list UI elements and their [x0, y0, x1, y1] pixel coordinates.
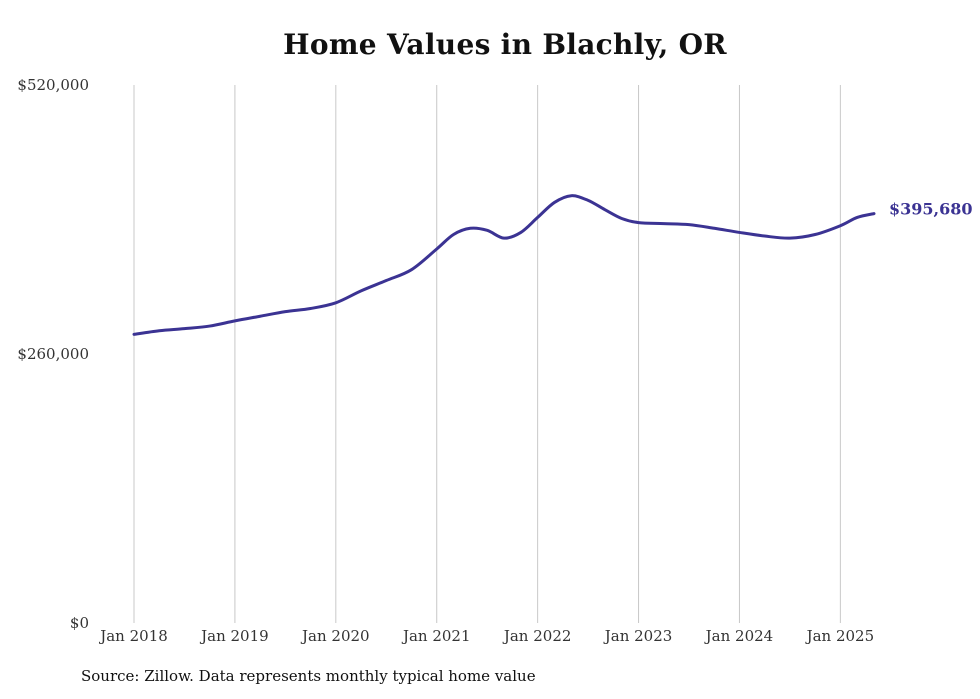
x-tick-label: Jan 2021	[401, 627, 471, 645]
source-note: Source: Zillow. Data represents monthly …	[81, 667, 536, 685]
x-tick-label: Jan 2025	[805, 627, 875, 645]
x-tick-label: Jan 2020	[300, 627, 370, 645]
y-tick-label: $260,000	[17, 345, 89, 363]
chart-title: Home Values in Blachly, OR	[283, 28, 727, 61]
y-tick-label: $0	[70, 614, 89, 632]
series-line	[132, 194, 876, 336]
y-tick-label: $520,000	[17, 76, 89, 94]
x-tick-label: Jan 2019	[199, 627, 269, 645]
gridlines	[133, 85, 841, 623]
x-tick-label: Jan 2024	[704, 627, 774, 645]
end-value-label: $395,680	[889, 200, 973, 219]
x-tick-label: Jan 2022	[502, 627, 572, 645]
x-tick-label: Jan 2023	[603, 627, 673, 645]
series-layer	[132, 194, 876, 336]
x-axis-ticks: Jan 2018 Jan 2019 Jan 2020 Jan 2021 Jan 2022…	[98, 627, 874, 645]
x-tick-label: Jan 2018	[98, 627, 168, 645]
y-axis-ticks: $0 $260,000 $520,000	[17, 76, 89, 632]
